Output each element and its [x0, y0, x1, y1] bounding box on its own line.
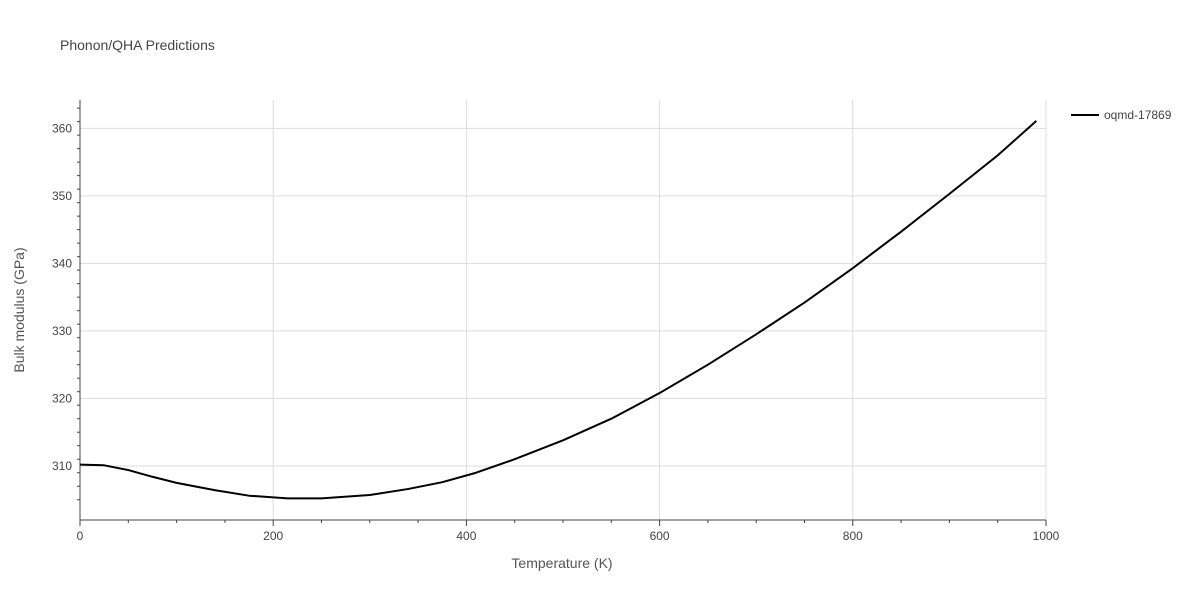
axes-layer: 0 200 400 600 800 1000 310 320 330 340 350 360 — [52, 100, 1060, 543]
x-tick-label: 1000 — [1033, 529, 1060, 543]
x-tick-label: 200 — [263, 529, 283, 543]
series-layer — [79, 120, 1038, 500]
x-axis-title: Temperature (K) — [511, 555, 612, 571]
x-tick-label: 800 — [843, 529, 863, 543]
y-tick-label: 320 — [52, 391, 72, 405]
y-axis-title: Bulk modulus (GPa) — [11, 247, 27, 372]
grid-layer — [80, 100, 1047, 520]
x-tick-label: 400 — [456, 529, 476, 543]
legend-label: oqmd-17869 — [1104, 108, 1172, 122]
y-tick-label: 330 — [52, 324, 72, 338]
y-tick-label: 360 — [52, 121, 72, 135]
y-tick-label: 350 — [52, 189, 72, 203]
series-line-0 — [79, 120, 1038, 500]
x-tick-label: 600 — [650, 529, 670, 543]
legend[interactable]: oqmd-17869 — [1071, 108, 1172, 122]
y-tick-label: 310 — [52, 459, 72, 473]
y-tick-label: 340 — [52, 256, 72, 270]
chart-title: Phonon/QHA Predictions — [60, 37, 215, 53]
x-tick-label: 0 — [77, 529, 84, 543]
